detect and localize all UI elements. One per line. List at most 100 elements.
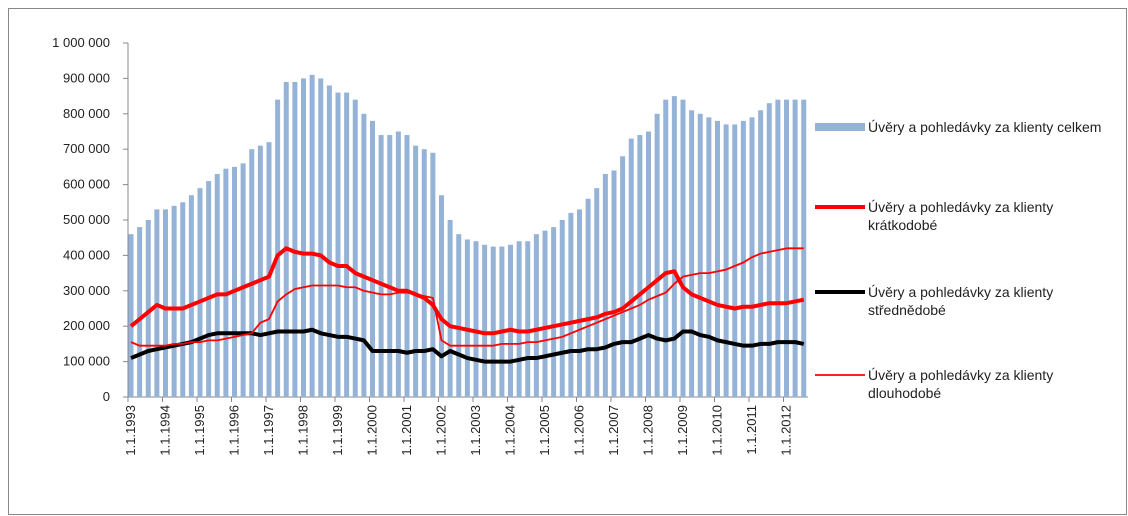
bar [257,145,263,397]
legend-label: Úvěry a pohledávky za klienty dlouhodobé [868,367,1054,401]
x-tick-label: 1.1.2009 [675,405,690,456]
x-tick-label: 1.1.2005 [537,405,552,456]
bar [663,99,669,397]
x-tick-label: 1.1.2008 [641,405,656,456]
bar [421,149,427,397]
bar [232,166,237,397]
bar [482,244,488,397]
x-tick-label: 1.1.2012 [779,405,794,456]
bar [188,195,194,397]
bar [361,113,367,398]
bar [439,195,444,397]
x-tick-label: 1.1.2000 [365,405,380,456]
bar [249,149,255,397]
bar [551,227,557,397]
bar [766,103,772,398]
bar [387,135,393,398]
x-tick-label: 1.1.1996 [227,405,242,456]
bar [594,188,600,397]
bar [275,99,281,397]
bar [473,241,479,397]
x-tick-label: 1.1.1994 [158,405,173,456]
line [130,327,805,364]
bar [620,156,626,397]
y-tick-label: 300 000 [63,283,110,298]
y-tick-label: 0 [103,389,110,404]
bar [395,131,401,397]
x-tick-label: 1.1.1997 [261,405,276,456]
y-tick-label: 700 000 [63,141,110,156]
x-tick-label: 1.1.1995 [192,405,207,456]
bar [654,113,660,398]
bar [404,135,410,398]
bar [740,120,746,397]
bar [352,99,358,397]
bar [430,152,436,397]
bar [533,234,539,397]
bar [145,220,151,397]
bar [283,81,289,397]
bar [447,220,453,397]
legend-label: Úvěry a pohledávky za klienty krátkodobé [868,199,1054,233]
bar [490,246,496,397]
bar [318,78,324,398]
bar [577,209,582,397]
bar [223,168,229,397]
bar [680,99,686,397]
x-tick-label: 1.1.2010 [710,405,725,456]
bar [128,234,134,397]
y-tick-label: 100 000 [63,354,110,369]
y-tick-label: 1 000 000 [52,35,110,50]
bar [309,74,315,398]
bar [508,244,513,397]
bar [723,124,729,398]
bar [301,78,306,398]
bar [171,205,177,397]
bar [464,239,470,397]
y-tick-label: 200 000 [63,318,110,333]
bar [697,113,703,398]
bar [292,81,298,397]
bar [671,96,677,397]
bar [197,188,203,397]
x-tick-label: 1.1.2011 [744,405,759,455]
bar [525,241,531,397]
bar [240,163,246,397]
bar [206,181,212,397]
bar [602,173,608,397]
y-tick-label: 500 000 [63,212,110,227]
bar [628,138,634,397]
bar [715,120,720,397]
x-tick-label: 1.1.2002 [434,405,449,456]
legend-label: Úvěry a pohledávky za klienty celkem [868,119,1102,135]
bar [163,209,168,397]
bar [559,220,565,397]
bar [706,117,712,397]
bar [499,246,505,397]
bar [180,202,186,397]
bar [775,99,781,397]
legend-label: Úvěry a pohledávky za klienty střednědob… [868,284,1054,318]
x-tick-label: 1.1.1999 [330,405,345,456]
chart-frame [8,8,1127,515]
bar [413,145,419,397]
x-tick-label: 1.1.1993 [123,405,138,456]
x-tick-label: 1.1.2003 [468,405,483,456]
bar [137,227,143,397]
y-tick-label: 400 000 [63,247,110,262]
legend-swatch [815,123,865,131]
bar [378,135,384,398]
bar [335,92,341,397]
line [129,246,805,336]
y-tick-label: 800 000 [63,106,110,121]
bar [611,170,617,397]
y-tick-label: 600 000 [63,177,110,192]
line [130,247,804,347]
x-tick-label: 1.1.2006 [572,405,587,456]
bar [542,230,548,397]
x-tick-label: 1.1.2007 [606,405,621,456]
bar [689,110,695,397]
bar [585,198,591,397]
